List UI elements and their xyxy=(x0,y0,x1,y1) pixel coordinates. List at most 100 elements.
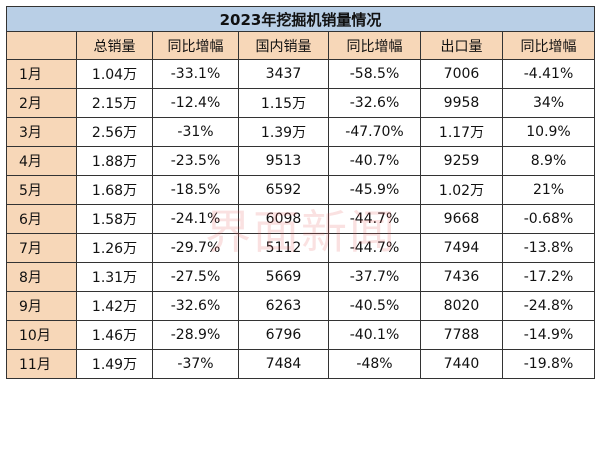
export-yoy-cell: -19.8% xyxy=(502,349,595,379)
table-row: 7月 1.26万 -29.7% 5112 -44.7% 7494 -13.8% xyxy=(6,233,595,263)
month-cell: 7月 xyxy=(6,233,77,263)
export-yoy-cell: -14.9% xyxy=(502,320,595,350)
month-cell: 1月 xyxy=(6,59,77,89)
month-cell: 11月 xyxy=(6,349,77,379)
month-cell: 9月 xyxy=(6,291,77,321)
total-yoy-cell: -29.7% xyxy=(152,233,239,263)
domestic-yoy-cell: -40.1% xyxy=(328,320,421,350)
header-total-sales: 总销量 xyxy=(76,31,153,60)
domestic-sales-cell: 3437 xyxy=(238,59,329,89)
total-yoy-cell: -24.1% xyxy=(152,204,239,234)
header-total-yoy: 同比增幅 xyxy=(152,31,239,60)
export-volume-cell: 7440 xyxy=(420,349,503,379)
total-yoy-cell: -18.5% xyxy=(152,175,239,205)
domestic-sales-cell: 6592 xyxy=(238,175,329,205)
export-yoy-cell: -17.2% xyxy=(502,262,595,292)
export-yoy-cell: -0.68% xyxy=(502,204,595,234)
export-yoy-cell: 8.9% xyxy=(502,146,595,176)
domestic-sales-cell: 1.15万 xyxy=(238,88,329,118)
table-title: 2023年挖掘机销量情况 xyxy=(6,6,595,32)
total-yoy-cell: -37% xyxy=(152,349,239,379)
excavator-sales-table: 2023年挖掘机销量情况 总销量 同比增幅 国内销量 同比增幅 出口量 同比增幅… xyxy=(6,6,595,379)
total-yoy-cell: -23.5% xyxy=(152,146,239,176)
export-volume-cell: 9259 xyxy=(420,146,503,176)
export-volume-cell: 7436 xyxy=(420,262,503,292)
export-yoy-cell: -24.8% xyxy=(502,291,595,321)
month-cell: 10月 xyxy=(6,320,77,350)
header-domestic-sales: 国内销量 xyxy=(238,31,329,60)
total-sales-cell: 1.68万 xyxy=(76,175,153,205)
domestic-yoy-cell: -32.6% xyxy=(328,88,421,118)
month-cell: 5月 xyxy=(6,175,77,205)
total-sales-cell: 2.15万 xyxy=(76,88,153,118)
total-sales-cell: 2.56万 xyxy=(76,117,153,147)
header-row: 总销量 同比增幅 国内销量 同比增幅 出口量 同比增幅 xyxy=(6,31,595,60)
total-yoy-cell: -27.5% xyxy=(152,262,239,292)
export-volume-cell: 7006 xyxy=(420,59,503,89)
table-row: 5月 1.68万 -18.5% 6592 -45.9% 1.02万 21% xyxy=(6,175,595,205)
domestic-sales-cell: 9513 xyxy=(238,146,329,176)
domestic-yoy-cell: -37.7% xyxy=(328,262,421,292)
month-cell: 6月 xyxy=(6,204,77,234)
export-volume-cell: 1.02万 xyxy=(420,175,503,205)
total-yoy-cell: -32.6% xyxy=(152,291,239,321)
export-yoy-cell: -4.41% xyxy=(502,59,595,89)
table-row: 11月 1.49万 -37% 7484 -48% 7440 -19.8% xyxy=(6,349,595,379)
total-sales-cell: 1.88万 xyxy=(76,146,153,176)
export-volume-cell: 8020 xyxy=(420,291,503,321)
export-volume-cell: 1.17万 xyxy=(420,117,503,147)
domestic-yoy-cell: -47.70% xyxy=(328,117,421,147)
table-row: 9月 1.42万 -32.6% 6263 -40.5% 8020 -24.8% xyxy=(6,291,595,321)
total-sales-cell: 1.46万 xyxy=(76,320,153,350)
table-row: 2月 2.15万 -12.4% 1.15万 -32.6% 9958 34% xyxy=(6,88,595,118)
total-sales-cell: 1.49万 xyxy=(76,349,153,379)
export-yoy-cell: -13.8% xyxy=(502,233,595,263)
header-export-volume: 出口量 xyxy=(420,31,503,60)
export-volume-cell: 9668 xyxy=(420,204,503,234)
total-yoy-cell: -28.9% xyxy=(152,320,239,350)
header-domestic-yoy: 同比增幅 xyxy=(328,31,421,60)
domestic-sales-cell: 7484 xyxy=(238,349,329,379)
export-yoy-cell: 21% xyxy=(502,175,595,205)
domestic-sales-cell: 5669 xyxy=(238,262,329,292)
month-cell: 4月 xyxy=(6,146,77,176)
domestic-sales-cell: 5112 xyxy=(238,233,329,263)
table-row: 8月 1.31万 -27.5% 5669 -37.7% 7436 -17.2% xyxy=(6,262,595,292)
export-volume-cell: 7494 xyxy=(420,233,503,263)
month-cell: 3月 xyxy=(6,117,77,147)
total-sales-cell: 1.04万 xyxy=(76,59,153,89)
month-cell: 2月 xyxy=(6,88,77,118)
table-row: 3月 2.56万 -31% 1.39万 -47.70% 1.17万 10.9% xyxy=(6,117,595,147)
domestic-yoy-cell: -44.7% xyxy=(328,204,421,234)
domestic-yoy-cell: -40.7% xyxy=(328,146,421,176)
domestic-yoy-cell: -58.5% xyxy=(328,59,421,89)
total-yoy-cell: -12.4% xyxy=(152,88,239,118)
title-row: 2023年挖掘机销量情况 xyxy=(6,6,595,32)
total-sales-cell: 1.31万 xyxy=(76,262,153,292)
export-volume-cell: 9958 xyxy=(420,88,503,118)
domestic-yoy-cell: -44.7% xyxy=(328,233,421,263)
export-yoy-cell: 10.9% xyxy=(502,117,595,147)
export-yoy-cell: 34% xyxy=(502,88,595,118)
domestic-sales-cell: 6796 xyxy=(238,320,329,350)
domestic-sales-cell: 1.39万 xyxy=(238,117,329,147)
export-volume-cell: 7788 xyxy=(420,320,503,350)
total-sales-cell: 1.58万 xyxy=(76,204,153,234)
total-sales-cell: 1.26万 xyxy=(76,233,153,263)
total-yoy-cell: -31% xyxy=(152,117,239,147)
header-blank-cell xyxy=(6,31,77,60)
table-row: 4月 1.88万 -23.5% 9513 -40.7% 9259 8.9% xyxy=(6,146,595,176)
domestic-sales-cell: 6098 xyxy=(238,204,329,234)
domestic-yoy-cell: -45.9% xyxy=(328,175,421,205)
domestic-yoy-cell: -40.5% xyxy=(328,291,421,321)
table-row: 6月 1.58万 -24.1% 6098 -44.7% 9668 -0.68% xyxy=(6,204,595,234)
total-yoy-cell: -33.1% xyxy=(152,59,239,89)
table-row: 1月 1.04万 -33.1% 3437 -58.5% 7006 -4.41% xyxy=(6,59,595,89)
table-row: 10月 1.46万 -28.9% 6796 -40.1% 7788 -14.9% xyxy=(6,320,595,350)
domestic-yoy-cell: -48% xyxy=(328,349,421,379)
domestic-sales-cell: 6263 xyxy=(238,291,329,321)
header-export-yoy: 同比增幅 xyxy=(502,31,595,60)
month-cell: 8月 xyxy=(6,262,77,292)
total-sales-cell: 1.42万 xyxy=(76,291,153,321)
